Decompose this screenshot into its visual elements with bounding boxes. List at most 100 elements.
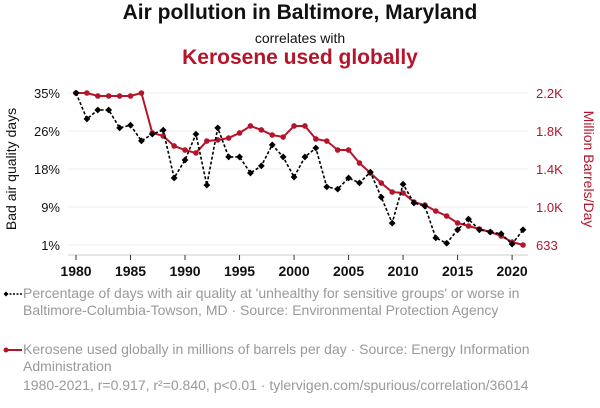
data-point-kerosene: [204, 138, 210, 144]
data-point-air-pollution: [257, 162, 265, 170]
data-point-kerosene: [323, 138, 330, 144]
y2-axis-label: Million Barrels/Day: [581, 111, 597, 228]
data-point-kerosene: [345, 147, 352, 153]
dashed-diamond-line-icon: [3, 291, 22, 297]
data-point-kerosene: [193, 150, 199, 156]
data-point-air-pollution: [486, 228, 494, 236]
data-point-air-pollution: [105, 106, 113, 114]
data-point-kerosene: [313, 136, 319, 142]
data-point-kerosene: [269, 132, 276, 138]
gridlines: [68, 92, 528, 246]
data-point-air-pollution: [225, 153, 233, 161]
data-point-kerosene: [432, 208, 439, 214]
data-point-air-pollution: [192, 130, 200, 138]
data-point-air-pollution: [214, 124, 222, 132]
data-point-kerosene: [127, 93, 134, 99]
data-point-air-pollution: [236, 153, 243, 161]
y-tick-label: 1%: [41, 238, 60, 253]
y-tick-label: 9%: [41, 200, 60, 215]
data-point-air-pollution: [432, 234, 440, 242]
chart-title: Air pollution in Baltimore, Maryland: [122, 1, 478, 24]
data-point-kerosene: [520, 242, 526, 248]
red-line-circle-icon: [3, 347, 22, 353]
y-tick-label: 35%: [34, 86, 60, 101]
data-point-air-pollution: [138, 137, 145, 145]
data-point-kerosene: [291, 123, 297, 129]
data-point-air-pollution: [508, 240, 516, 248]
data-point-air-pollution: [410, 199, 418, 207]
data-point-air-pollution: [127, 121, 134, 129]
data-point-air-pollution: [356, 179, 363, 187]
series-air-pollution: [72, 89, 527, 248]
data-point-air-pollution: [301, 153, 309, 161]
x-tick-label: 2020: [497, 263, 528, 279]
data-point-kerosene: [334, 147, 341, 153]
data-point-air-pollution: [421, 202, 429, 210]
x-tick-label: 2005: [333, 263, 364, 279]
data-point-kerosene: [400, 190, 406, 196]
data-point-kerosene: [280, 134, 286, 140]
y2-tick-label: 633: [536, 238, 558, 253]
x-tick-label: 1980: [60, 263, 91, 279]
data-point-kerosene: [465, 223, 472, 229]
data-point-kerosene: [454, 220, 461, 226]
data-point-air-pollution: [159, 126, 167, 134]
y-tick-label: 18%: [34, 162, 60, 177]
data-point-kerosene: [389, 189, 395, 195]
data-point-air-pollution: [247, 169, 254, 177]
y2-tick-label: 1.0K: [536, 200, 563, 215]
data-point-kerosene: [247, 123, 254, 129]
data-point-air-pollution: [454, 226, 461, 234]
data-point-air-pollution: [399, 180, 407, 188]
y-axis-right: 2.2K 1.8K 1.4K 1.0K 633: [536, 86, 563, 253]
data-point-air-pollution: [475, 226, 483, 234]
data-point-kerosene: [356, 160, 363, 166]
data-point-air-pollution: [290, 173, 298, 181]
data-point-kerosene: [182, 147, 188, 153]
data-point-air-pollution: [203, 181, 211, 189]
x-tick-label: 1990: [169, 263, 200, 279]
data-point-air-pollution: [72, 89, 80, 97]
data-point-kerosene: [236, 130, 243, 136]
data-point-kerosene: [105, 93, 112, 99]
x-tick-label: 2000: [278, 263, 309, 279]
data-point-kerosene: [258, 127, 265, 133]
data-point-air-pollution: [83, 115, 91, 123]
data-point-air-pollution: [116, 124, 124, 132]
data-point-air-pollution: [148, 130, 156, 138]
data-point-kerosene: [95, 93, 101, 99]
data-point-air-pollution: [377, 193, 385, 201]
data-point-air-pollution: [345, 174, 352, 182]
x-tick-label: 2015: [442, 263, 473, 279]
x-tick-label: 1995: [224, 263, 255, 279]
data-point-air-pollution: [279, 153, 287, 161]
y-tick-label: 26%: [34, 124, 60, 139]
x-tick-label: 2010: [387, 263, 418, 279]
chart-title-secondary: Kerosene used globally: [182, 46, 418, 69]
x-axis: 1980 1985 1990 1995 2000 2005 2010 2015 2020: [60, 255, 528, 279]
data-point-kerosene: [84, 90, 90, 96]
y2-tick-label: 2.2K: [536, 86, 563, 101]
line-chart: 1980 1985 1990 1995 2000 2005 2010 2015 2020 35%…: [3, 86, 597, 279]
data-point-kerosene: [302, 123, 308, 129]
data-point-air-pollution: [388, 219, 396, 227]
data-point-air-pollution: [312, 144, 320, 152]
data-point-kerosene: [138, 90, 145, 96]
data-point-air-pollution: [181, 156, 189, 164]
y-axis-left: 35% 26% 18% 9% 1%: [34, 86, 60, 253]
legend-label-kerosene: Kerosene used globally in millions of ba…: [23, 341, 530, 374]
data-point-air-pollution: [334, 185, 342, 193]
x-tick-label: 1985: [115, 263, 146, 279]
data-point-air-pollution: [519, 226, 527, 234]
data-point-air-pollution: [268, 141, 276, 149]
data-point-kerosene: [378, 180, 385, 186]
data-point-air-pollution: [323, 183, 331, 191]
data-point-air-pollution: [465, 215, 472, 223]
data-point-air-pollution: [443, 239, 451, 247]
data-point-air-pollution: [170, 174, 178, 182]
chart-subtitle: correlates with: [254, 30, 346, 46]
data-point-kerosene: [443, 213, 450, 219]
data-point-kerosene: [225, 135, 232, 141]
data-point-kerosene: [116, 93, 123, 99]
legend-label-air-pollution: Percentage of days with air quality at '…: [23, 285, 520, 318]
